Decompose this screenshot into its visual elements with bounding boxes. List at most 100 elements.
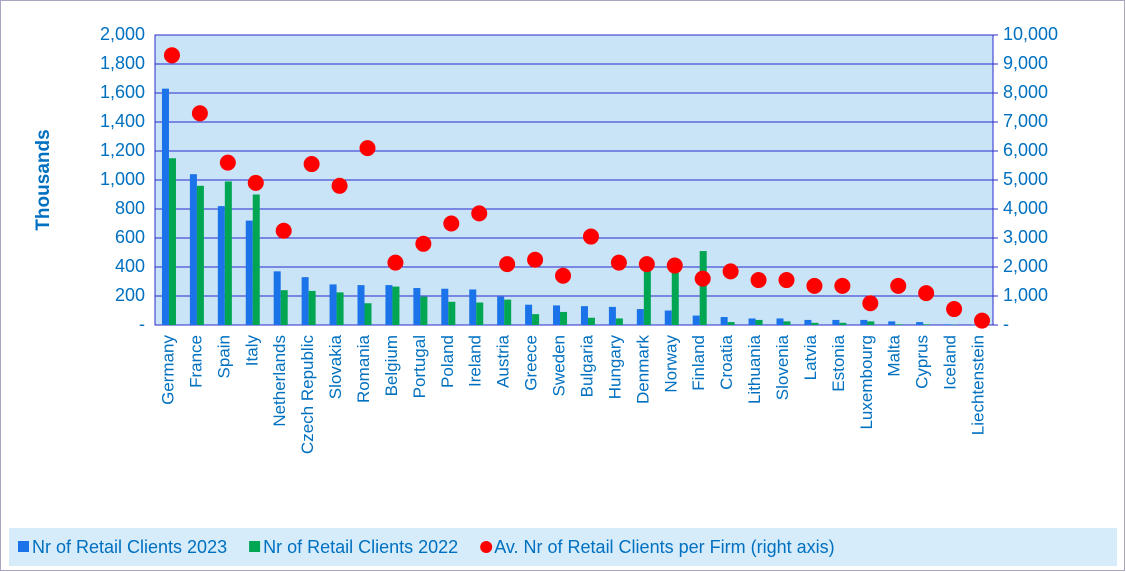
bar	[608, 306, 616, 325]
bar	[532, 314, 540, 325]
x-tick-label: Italy	[242, 335, 261, 367]
bar	[301, 277, 309, 325]
x-tick-label: Belgium	[382, 335, 401, 396]
bar	[448, 301, 456, 325]
bar	[224, 181, 232, 325]
x-tick-label: Ireland	[466, 335, 485, 387]
dot	[806, 277, 823, 294]
dot	[471, 205, 488, 222]
dot	[778, 272, 795, 289]
x-tick-label: Lithuania	[745, 334, 764, 404]
y-tick-label: 2,000	[100, 24, 145, 44]
bar	[895, 324, 903, 325]
x-tick-label: Netherlands	[270, 335, 289, 427]
bar	[692, 315, 700, 325]
y2-tick-label: 1,000	[1003, 285, 1048, 305]
x-tick-label: Spain	[214, 335, 233, 378]
dot	[387, 254, 404, 271]
dot	[331, 177, 348, 194]
bar	[553, 305, 561, 325]
legend-label: Nr of Retail Clients 2023	[32, 537, 227, 557]
y-tick-label: 800	[115, 198, 145, 218]
dot	[443, 215, 460, 232]
dot	[555, 267, 572, 284]
y-tick-label: 1,200	[100, 140, 145, 160]
bar	[860, 319, 868, 325]
x-tick-label: Cyprus	[913, 335, 932, 389]
bar	[385, 285, 393, 325]
bar	[832, 319, 840, 325]
bar	[413, 288, 421, 325]
dot	[191, 105, 208, 122]
dot	[359, 140, 376, 157]
bar	[944, 324, 952, 325]
dot	[582, 228, 599, 245]
bar	[525, 304, 533, 325]
x-tick-label: Bulgaria	[577, 334, 596, 397]
bar	[888, 321, 896, 325]
dot	[946, 301, 963, 318]
dot	[527, 251, 544, 268]
dot	[666, 257, 683, 274]
bar	[364, 303, 372, 325]
y-tick-label: 1,800	[100, 53, 145, 73]
dot	[638, 256, 655, 273]
bar	[720, 317, 728, 325]
y-tick-label: 1,000	[100, 169, 145, 189]
bar	[636, 309, 644, 325]
x-tick-label: Hungary	[605, 335, 624, 400]
dot	[890, 277, 907, 294]
x-tick-label: Finland	[689, 335, 708, 391]
bar	[699, 251, 707, 325]
y-tick-label: 1,400	[100, 111, 145, 131]
bar	[664, 310, 672, 325]
y2-tick-label: 10,000	[1003, 24, 1058, 44]
dot	[415, 235, 432, 252]
bar	[811, 322, 819, 325]
bar	[357, 285, 365, 325]
bar	[245, 220, 253, 325]
bar	[580, 306, 588, 325]
x-tick-label: Luxembourg	[857, 335, 876, 430]
dot	[163, 47, 180, 64]
dot	[750, 272, 767, 289]
x-tick-label: Slovakia	[326, 334, 345, 399]
bar	[476, 302, 484, 325]
x-tick-label: Slovenia	[773, 334, 792, 400]
bar	[196, 185, 204, 325]
legend-marker	[249, 541, 261, 552]
bar	[748, 318, 756, 325]
x-tick-label: Iceland	[941, 335, 960, 390]
y2-tick-label: 5,000	[1003, 169, 1048, 189]
dot	[722, 263, 739, 280]
bar	[497, 296, 505, 325]
x-tick-label: Sweden	[550, 335, 569, 396]
bar	[168, 158, 176, 325]
x-tick-label: Austria	[494, 334, 513, 387]
bar	[392, 286, 400, 325]
bar	[273, 271, 281, 325]
bar	[587, 317, 595, 325]
x-tick-label: Poland	[438, 335, 457, 388]
x-tick-label: Denmark	[633, 335, 652, 404]
x-tick-label: Estonia	[829, 334, 848, 391]
legend-marker	[18, 541, 29, 552]
y-tick-label: 200	[115, 285, 145, 305]
dot	[499, 256, 516, 273]
bar	[420, 296, 428, 325]
dot	[918, 285, 935, 302]
bar	[308, 290, 316, 325]
bar	[671, 272, 679, 325]
dot	[610, 254, 627, 271]
bar	[189, 174, 197, 325]
dot	[974, 312, 991, 329]
bar	[441, 288, 449, 325]
dot	[694, 270, 711, 287]
y-tick-label: 400	[115, 256, 145, 276]
bar	[755, 319, 763, 325]
bar	[916, 322, 924, 325]
bar	[252, 194, 260, 325]
y-tick-label: 600	[115, 227, 145, 247]
bar	[839, 322, 847, 325]
